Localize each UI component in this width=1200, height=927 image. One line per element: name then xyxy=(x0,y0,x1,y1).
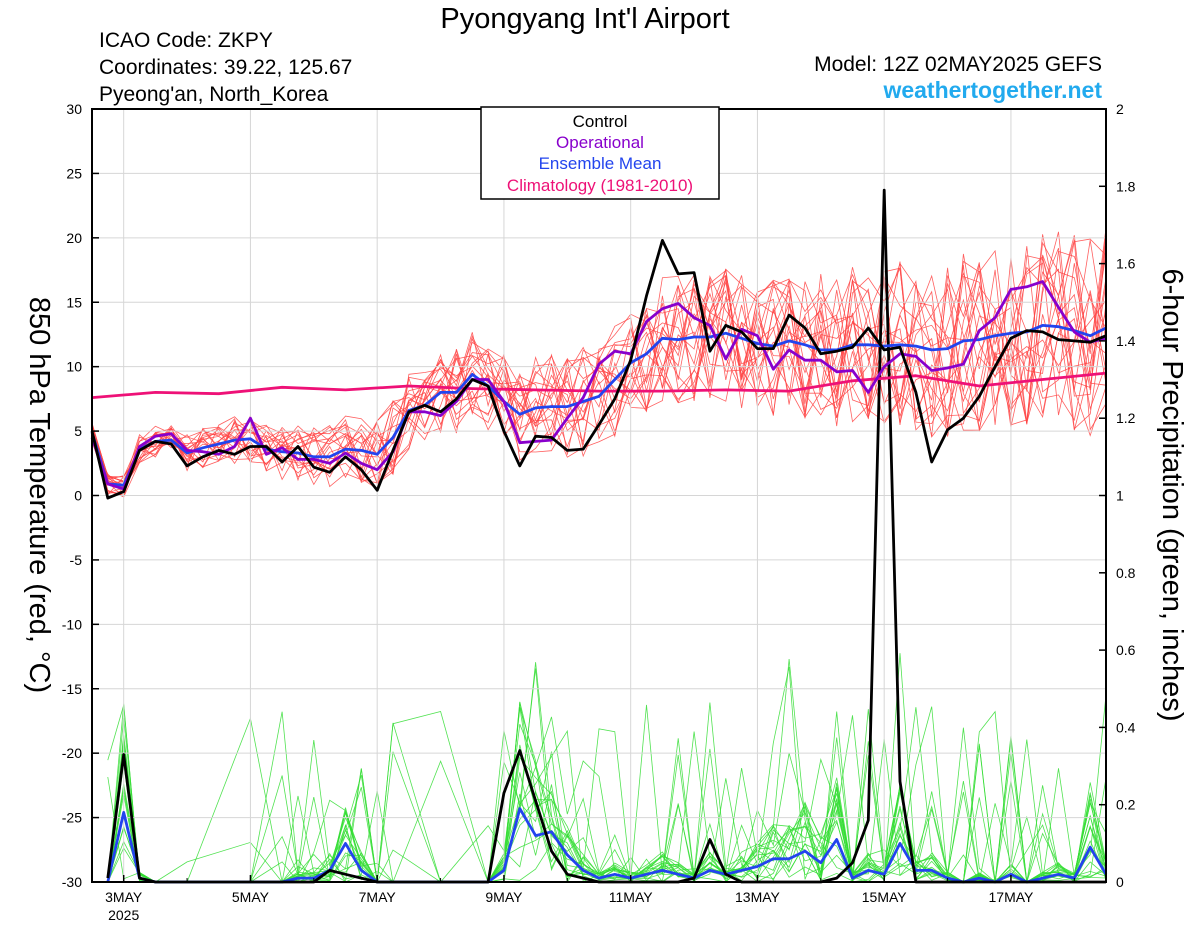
model-run: Model: 12Z 02MAY2025 GEFS xyxy=(814,53,1102,76)
x-tick-label: 15MAY xyxy=(862,889,908,905)
x-tick-label: 9MAY xyxy=(485,889,523,905)
y-tick-label: -10 xyxy=(62,616,82,632)
x-tick-label: 7MAY xyxy=(359,889,397,905)
legend-box xyxy=(480,106,720,200)
legend-ensemble-mean: Ensemble Mean xyxy=(539,154,662,173)
location: Pyeong'an, North_Korea xyxy=(99,83,329,106)
operational-line xyxy=(90,280,1107,491)
temp-member-line xyxy=(91,250,1107,498)
y-tick-label: -25 xyxy=(62,810,82,826)
chart-title: Pyongyang Int'l Airport xyxy=(440,3,730,35)
temp-member-line xyxy=(91,235,1107,489)
gridlines xyxy=(92,109,1106,882)
y-tick-label: -15 xyxy=(62,681,82,697)
y2-tick-label: 0.4 xyxy=(1116,719,1136,735)
precip-member-line xyxy=(107,791,1107,883)
precip-member-line xyxy=(107,668,1107,883)
x-tick-label: 3MAY xyxy=(105,889,143,905)
website-link[interactable]: weathertogether.net xyxy=(883,77,1102,103)
y-tick-label: 15 xyxy=(66,294,82,310)
y2-tick-label: 0.6 xyxy=(1116,642,1136,658)
y2-tick-label: 1 xyxy=(1116,488,1124,504)
y-axis-label: 850 hPa Temperature (red, °C) xyxy=(23,297,55,693)
y-tick-label: 20 xyxy=(66,230,82,246)
x-tick-label: 17MAY xyxy=(989,889,1035,905)
y-tick-label: -30 xyxy=(62,874,82,890)
x-tick-label: 13MAY xyxy=(735,889,781,905)
precip-member-line xyxy=(107,666,1107,883)
legend-control: Control xyxy=(573,112,628,131)
y2-tick-label: 1.2 xyxy=(1116,410,1136,426)
legend-operational: Operational xyxy=(556,133,644,152)
legend-climatology: Climatology (1981-2010) xyxy=(507,176,693,195)
temp-member-line xyxy=(91,239,1107,486)
ensemble-precip-members xyxy=(107,653,1107,884)
y-tick-label: 5 xyxy=(74,423,82,439)
x-tick-label: 5MAY xyxy=(232,889,270,905)
y2-tick-label: 0.8 xyxy=(1116,565,1136,581)
temp-member-line xyxy=(91,227,1107,483)
temp-member-line xyxy=(91,275,1107,498)
y-tick-label: 0 xyxy=(74,488,82,504)
y2-tick-label: 1.6 xyxy=(1116,256,1136,272)
x-tick-label: 11MAY xyxy=(609,889,653,905)
temp-member-line xyxy=(91,277,1107,497)
control-line xyxy=(90,238,1107,500)
climatology-1981-2010-line xyxy=(91,371,1107,399)
y-tick-label: 10 xyxy=(66,359,82,375)
precip-member-line xyxy=(107,658,1107,883)
y-tick-label: 30 xyxy=(66,101,82,117)
precip-member-line xyxy=(107,662,1107,883)
y2-tick-label: 1.8 xyxy=(1116,178,1136,194)
y2-tick-label: 1.4 xyxy=(1116,333,1136,349)
coordinates: Coordinates: 39.22, 125.67 xyxy=(99,56,353,79)
icao-code: ICAO Code: ZKPY xyxy=(99,29,273,52)
temp-member-line xyxy=(91,278,1107,495)
precip-member-line xyxy=(107,722,1107,883)
y2-tick-label: 0.2 xyxy=(1116,797,1136,813)
temp-member-line xyxy=(91,269,1107,495)
control-precipitation-line xyxy=(106,188,1106,884)
precip-member-line xyxy=(107,653,1107,883)
temp-member-line xyxy=(91,235,1107,482)
y-tick-label: -5 xyxy=(70,552,83,568)
x-year-label: 2025 xyxy=(108,907,139,923)
y2-tick-label: 0 xyxy=(1116,874,1124,890)
temp-member-line xyxy=(91,249,1107,496)
y-tick-label: -20 xyxy=(62,745,82,761)
legend: Control Operational Ensemble Mean Climat… xyxy=(480,106,720,200)
axis-ticks: 302520151050-5-10-15-20-25-3021.81.61.41… xyxy=(62,101,1136,923)
y2-tick-label: 2 xyxy=(1116,101,1124,117)
y2-axis-label: 6-hour Precipitation (green, inches) xyxy=(1156,269,1188,722)
y-tick-label: 25 xyxy=(66,165,82,181)
